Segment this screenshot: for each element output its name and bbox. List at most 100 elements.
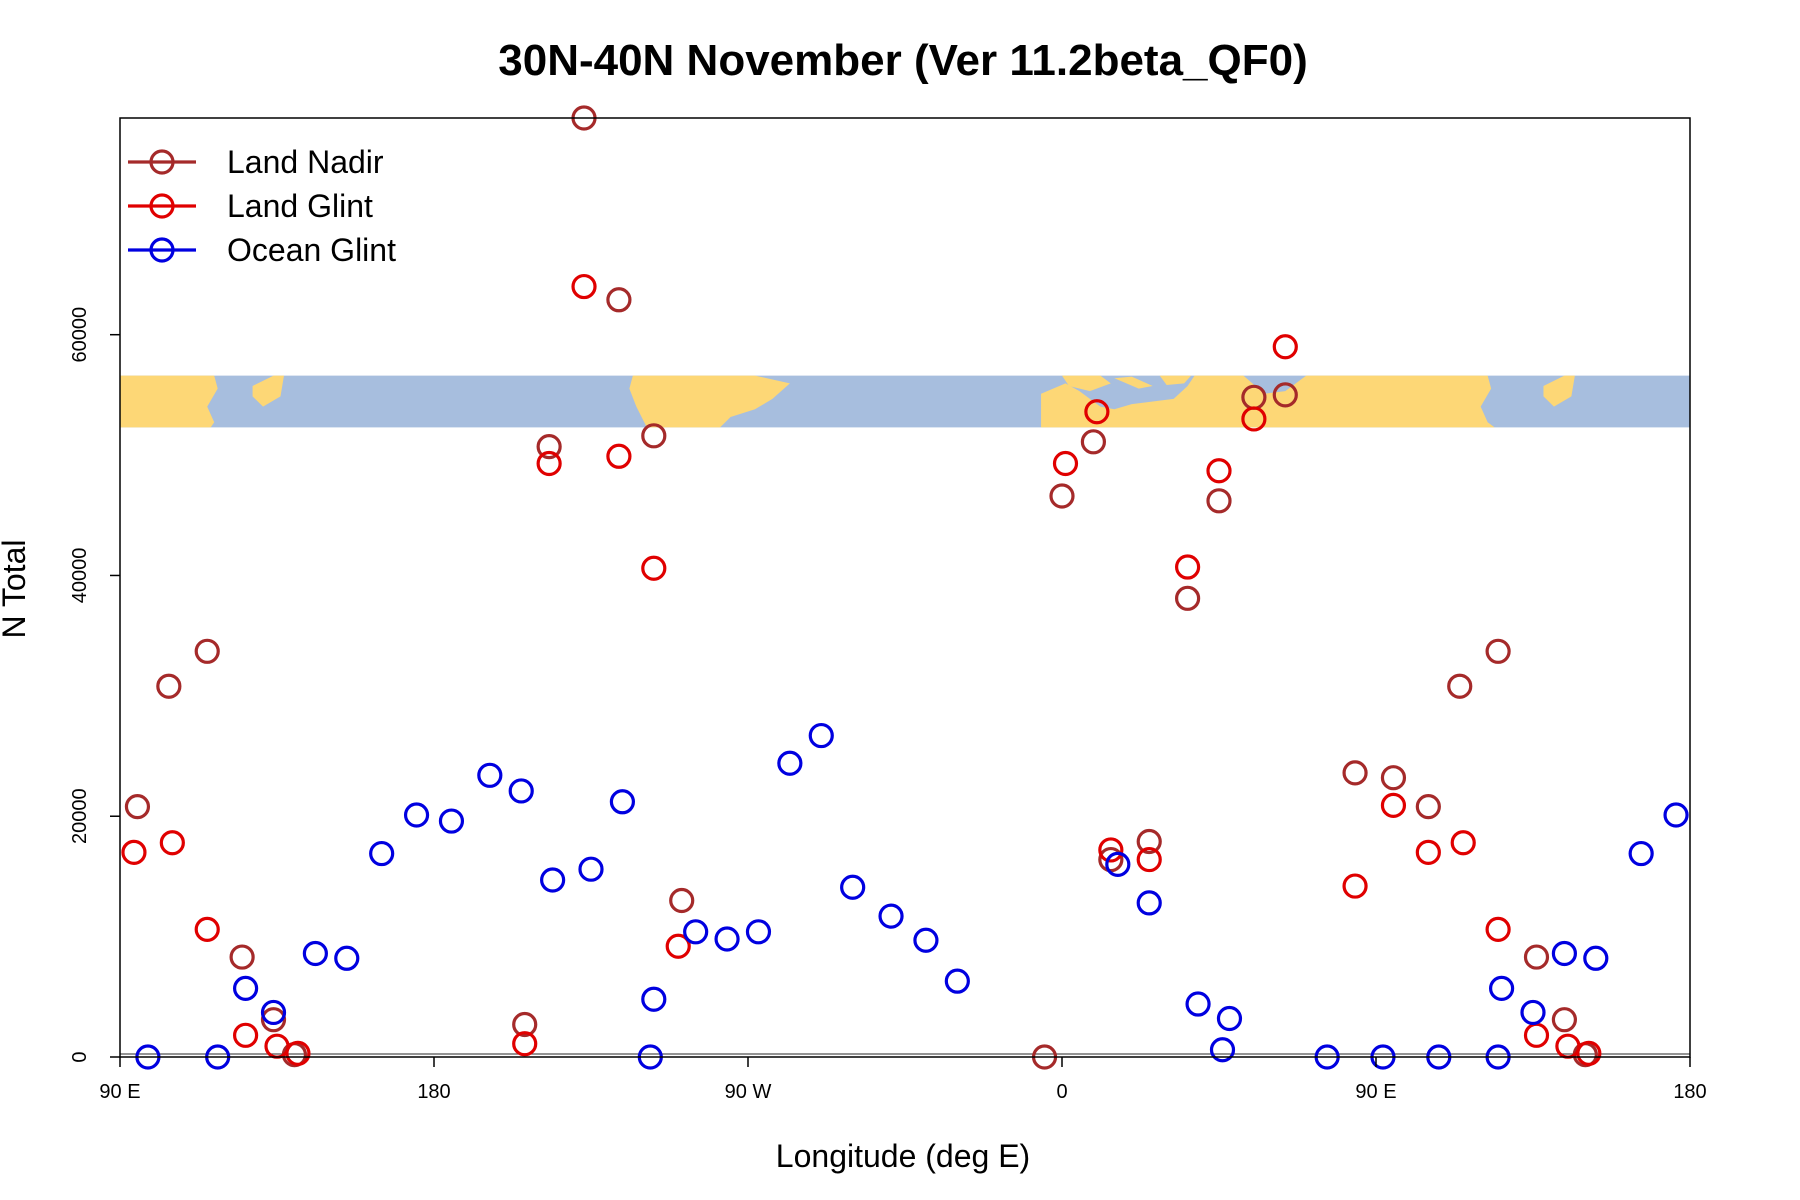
data-point — [1342, 873, 1368, 899]
series-land-glint — [121, 273, 1602, 1066]
data-point — [840, 874, 866, 900]
data-point — [1052, 450, 1079, 477]
data-point — [1272, 382, 1298, 408]
data-point — [1663, 802, 1689, 828]
data-point — [369, 840, 395, 867]
data-point — [1098, 846, 1124, 873]
y-tick-label: 20000 — [69, 788, 91, 844]
data-point — [1105, 851, 1131, 877]
data-point — [1551, 940, 1578, 967]
x-tick-label: 180 — [1673, 1081, 1706, 1103]
data-point — [334, 945, 360, 971]
data-point — [578, 856, 604, 882]
y-axis-label: N Total — [0, 539, 32, 638]
data-point — [1415, 839, 1441, 865]
data-point — [878, 903, 904, 929]
x-tick-label: 0 — [1056, 1081, 1067, 1103]
data-point — [233, 975, 259, 1001]
data-point — [665, 933, 691, 959]
data-point — [1523, 1022, 1550, 1048]
data-point — [1523, 944, 1550, 970]
data-point — [606, 287, 632, 313]
data-point — [302, 940, 328, 967]
data-point — [777, 750, 803, 776]
data-point — [121, 839, 147, 865]
data-point — [1174, 554, 1201, 580]
chart-title: 30N-40N November (Ver 11.2beta_QF0) — [498, 36, 1308, 85]
data-point — [606, 443, 632, 469]
data-point — [1447, 673, 1473, 699]
data-point — [1485, 638, 1511, 664]
legend-marker — [149, 237, 175, 263]
data-point — [1520, 999, 1546, 1026]
data-point — [194, 916, 220, 942]
data-point — [512, 1011, 538, 1038]
data-point — [1080, 429, 1107, 455]
map-land-north-america — [629, 375, 790, 428]
plot-frame — [119, 117, 1691, 1058]
y-tick-label: 40000 — [69, 548, 91, 604]
data-point — [1084, 399, 1110, 425]
data-point — [260, 1007, 287, 1033]
data-point — [1485, 916, 1511, 942]
legend-marker — [149, 149, 175, 175]
map-land-italy — [1114, 376, 1153, 389]
data-point — [641, 555, 667, 581]
data-point — [1098, 837, 1124, 863]
data-point — [536, 450, 562, 477]
data-point — [194, 638, 220, 664]
data-point — [1136, 846, 1162, 873]
legend-marker — [149, 193, 175, 219]
data-point — [1380, 792, 1407, 818]
data-point — [260, 999, 287, 1026]
data-point — [1380, 765, 1407, 791]
map-land-greece-turkey — [1159, 375, 1192, 385]
data-point — [285, 1040, 311, 1066]
legend-label: Land Glint — [227, 188, 373, 224]
data-point — [1136, 890, 1162, 916]
map-land-japan-left — [252, 375, 284, 407]
data-point — [1206, 488, 1232, 514]
x-tick-label: 90 W — [725, 1081, 772, 1103]
data-point — [641, 423, 667, 449]
legend-label: Land Nadir — [227, 144, 384, 180]
data-point — [229, 944, 255, 970]
x-axis-label: Longitude (deg E) — [776, 1138, 1030, 1174]
data-points — [121, 105, 1689, 1070]
data-point — [669, 887, 695, 914]
data-point — [438, 808, 465, 834]
map-land-africa-eurasia — [1041, 375, 1495, 428]
data-point — [1241, 406, 1267, 432]
data-point — [1174, 585, 1201, 611]
data-point — [1450, 830, 1476, 856]
data-point — [683, 919, 709, 945]
data-point — [536, 434, 562, 460]
data-point — [403, 802, 430, 828]
x-axis: 90 E 180 90 W 0 90 E 180 — [99, 1057, 1707, 1103]
map-land-asia-left — [120, 375, 218, 428]
data-point — [609, 789, 636, 815]
data-point — [1185, 991, 1211, 1017]
y-axis: 0 20000 40000 60000 — [69, 307, 120, 1063]
series-ocean-glint — [135, 722, 1689, 1070]
world-map-strip — [120, 375, 1690, 428]
data-point — [1216, 1005, 1243, 1032]
x-tick-label: 90 E — [99, 1081, 140, 1103]
map-land-iberia — [1062, 375, 1111, 392]
y-tick-label: 60000 — [69, 307, 91, 363]
data-point — [508, 778, 534, 804]
x-tick-label: 180 — [417, 1081, 450, 1103]
data-point — [571, 273, 597, 300]
legend: Land Nadir Land Glint Ocean Glint — [128, 144, 396, 268]
data-point — [1342, 760, 1368, 786]
legend-label: Ocean Glint — [227, 232, 396, 268]
data-point — [477, 762, 503, 788]
data-point — [1209, 1037, 1236, 1063]
data-point — [540, 867, 566, 893]
data-point — [1488, 975, 1515, 1001]
data-point — [1272, 334, 1298, 360]
data-point — [1206, 458, 1232, 484]
data-point — [159, 830, 185, 856]
data-point — [1583, 945, 1609, 971]
